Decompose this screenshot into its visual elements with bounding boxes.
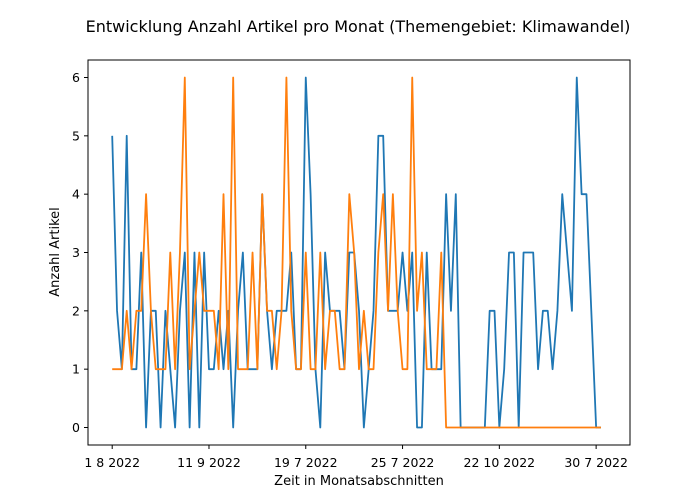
y-axis-label: Anzahl Artikel: [48, 207, 63, 297]
x-axis-label: Zeit in Monatsabschnitten: [274, 474, 444, 489]
series-line-1: [111, 76, 601, 429]
x-tick-label: 30 7 2022: [564, 455, 628, 470]
x-tick-label: 1 8 2022: [84, 455, 140, 470]
y-tick-label: 1: [72, 362, 80, 377]
y-tick-label: 6: [72, 70, 80, 85]
series-line-2: [112, 76, 601, 429]
y-tick-label: 0: [72, 420, 80, 435]
x-tick-label: 19 7 2022: [274, 455, 338, 470]
x-tick-label: 25 7 2022: [371, 455, 435, 470]
y-tick-label: 2: [72, 303, 80, 318]
x-tick-label: 22 10 2022: [464, 455, 536, 470]
y-tick-label: 5: [72, 128, 80, 143]
chart-title: Entwicklung Anzahl Artikel pro Monat (Th…: [86, 17, 631, 36]
y-tick-label: 3: [72, 245, 80, 260]
plot-area: 0 1 2 3 4 5 6 1 8 2022 11 9 2022 19 7 2022 25 7 20…: [72, 70, 628, 470]
x-tick-label: 11 9 2022: [177, 455, 241, 470]
axes-frame: [87, 59, 631, 446]
y-tick-label: 4: [72, 187, 80, 202]
